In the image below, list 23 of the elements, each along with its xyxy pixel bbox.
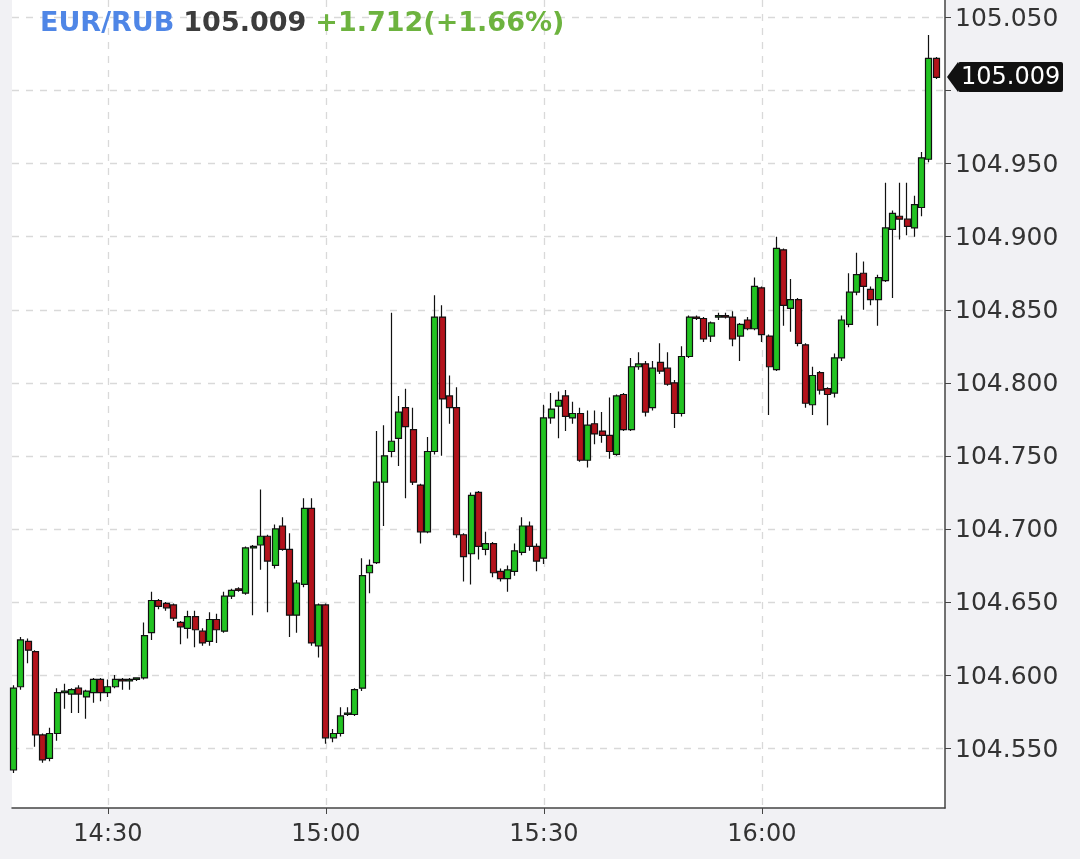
- candlestick: [387, 312, 396, 458]
- candlestick: [365, 559, 374, 594]
- candlestick: [9, 684, 18, 774]
- y-tick-label: 104.900: [955, 222, 1059, 252]
- chart-title: EUR/RUB: [40, 6, 175, 37]
- x-tick-label: 14:30: [73, 819, 143, 847]
- candlestick: [409, 407, 418, 486]
- y-tick-label: 104.850: [955, 295, 1059, 325]
- candlestick: [358, 557, 367, 692]
- chart-subtitle: 105.009: [183, 6, 307, 37]
- y-tick-label: 104.550: [955, 733, 1059, 763]
- annotation: 105.009: [958, 62, 1064, 93]
- y-tick-label: 104.650: [955, 587, 1059, 617]
- x-tick-label: 15:00: [291, 819, 361, 847]
- annotation: +1.712(+1.66%): [315, 6, 565, 37]
- y-tick-label: 104.950: [955, 149, 1059, 179]
- y-tick-label: 104.700: [955, 514, 1059, 544]
- y-tick-label: 104.750: [955, 441, 1059, 471]
- y-tick-label: 105.050: [955, 3, 1059, 33]
- x-tick-label: 16:00: [727, 819, 797, 847]
- y-tick-label: 104.600: [955, 660, 1059, 690]
- y-tick-label: 104.800: [955, 368, 1059, 398]
- x-tick-label: 15:30: [509, 819, 579, 847]
